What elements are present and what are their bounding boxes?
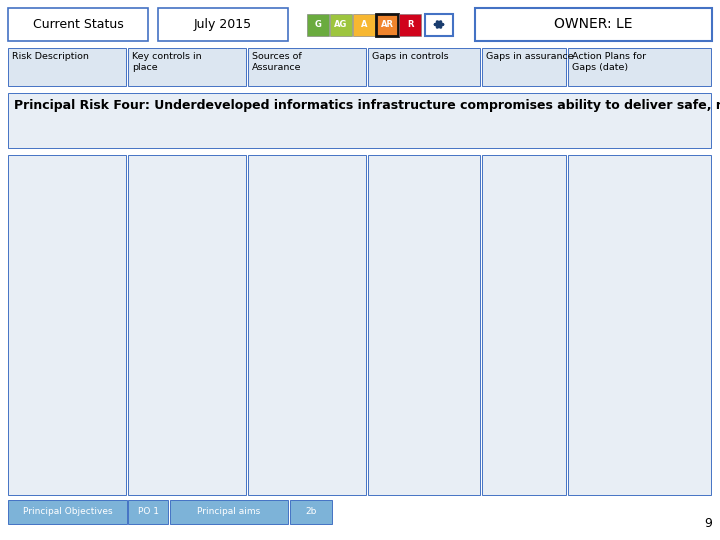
Text: • Five year contract
with CGI Group to
provide full managed
CT service,
negotiat: • Five year contract with CGI Group to p… (131, 158, 219, 361)
Bar (8, 500, 127, 524)
Bar (399, 14, 421, 36)
Bar (330, 14, 352, 36)
Bar (290, 500, 332, 524)
Bar (8, 155, 126, 495)
Text: • Variable data quality
(DQ).
• Provision of timely,
automated
performance
infor: • Variable data quality (DQ). • Provisio… (371, 158, 460, 285)
Bar (128, 500, 168, 524)
Text: • Legal assurance of
CGI contract by DLA
Piper.
• Informatics Group
oversight of: • Legal assurance of CGI contract by DLA… (251, 158, 335, 372)
Text: 9: 9 (704, 517, 712, 530)
Bar (568, 48, 711, 86)
Bar (368, 155, 480, 495)
Text: Potential cause:
Unable to fully deliver
improvements in
information,
communicat: Potential cause: Unable to fully deliver… (11, 158, 98, 414)
Text: Key controls in
place: Key controls in place (132, 52, 202, 72)
Bar (425, 14, 453, 36)
Bar (482, 48, 566, 86)
Bar (8, 93, 711, 148)
Text: G: G (315, 20, 321, 29)
Text: Principal aims: Principal aims (197, 508, 261, 516)
Bar (376, 14, 398, 36)
Text: A: A (361, 20, 367, 29)
Bar (158, 8, 288, 41)
Bar (368, 48, 480, 86)
Bar (568, 155, 711, 495)
Text: Action Plans for
Gaps (date): Action Plans for Gaps (date) (572, 52, 646, 72)
Text: AG: AG (334, 20, 348, 29)
Text: • Information
Governance Steering
Group running from
April 2015 – needs to
embed: • Information Governance Steering Group … (485, 158, 569, 232)
Text: Principal Risk Four: Underdeveloped informatics infrastructure compromises abili: Principal Risk Four: Underdeveloped info… (14, 99, 720, 112)
Text: Risk Description: Risk Description (12, 52, 89, 61)
Text: PO 1: PO 1 (138, 508, 158, 516)
Text: Sources of
Assurance: Sources of Assurance (252, 52, 302, 72)
Bar (248, 48, 366, 86)
Text: Gaps in controls: Gaps in controls (372, 52, 449, 61)
Text: OWNER: LE: OWNER: LE (554, 17, 632, 31)
Bar (170, 500, 288, 524)
Bar (8, 8, 148, 41)
Bar (475, 8, 712, 41)
Text: •Undertake regular DQ
audits during 2015/16.
Quarterly updates to
F&P (31.03.15): •Undertake regular DQ audits during 2015… (571, 158, 662, 361)
Text: Current Status: Current Status (32, 18, 123, 31)
Bar (353, 14, 375, 36)
Bar (128, 155, 246, 495)
Bar (307, 14, 329, 36)
Bar (8, 48, 126, 86)
Text: July 2015: July 2015 (194, 18, 252, 31)
Text: 2b: 2b (305, 508, 317, 516)
Text: Principal Objectives: Principal Objectives (23, 508, 112, 516)
Bar (128, 48, 246, 86)
Text: R: R (407, 20, 413, 29)
Bar (482, 155, 566, 495)
Text: Gaps in assurance: Gaps in assurance (486, 52, 574, 61)
Text: AR: AR (380, 20, 394, 29)
Bar (248, 155, 366, 495)
